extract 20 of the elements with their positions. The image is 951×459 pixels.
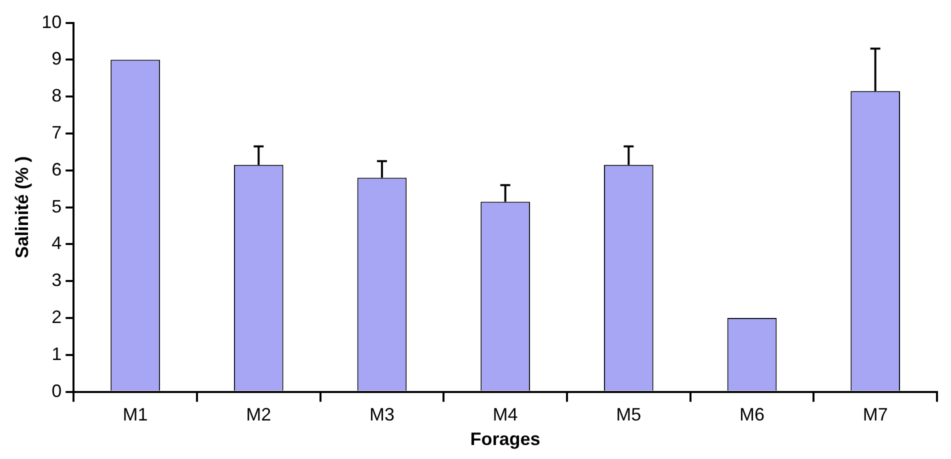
x-tick-label: M2 <box>246 404 272 425</box>
x-tick-label: M4 <box>492 404 518 425</box>
y-tick-label: 1 <box>52 344 62 364</box>
x-tick-label: M1 <box>122 404 148 425</box>
y-tick-label: 4 <box>52 233 62 254</box>
y-tick-label: 10 <box>42 12 62 32</box>
y-tick-label: 6 <box>52 159 62 180</box>
y-tick-label: 0 <box>52 380 62 401</box>
x-tick-label: M6 <box>739 404 764 425</box>
x-tick-label: M7 <box>862 404 888 425</box>
y-tick-label: 3 <box>52 270 62 290</box>
y-axis-title: Salinité (% ) <box>12 156 32 258</box>
x-tick-label: M5 <box>616 404 642 425</box>
y-tick-label: 8 <box>52 86 62 106</box>
y-tick-label: 5 <box>52 196 62 216</box>
x-tick-label: M3 <box>369 404 394 425</box>
x-axis-title: Forages <box>470 429 540 450</box>
y-tick-label: 9 <box>52 48 62 69</box>
y-tick-label: 7 <box>52 122 62 142</box>
y-tick-label: 2 <box>52 306 62 327</box>
